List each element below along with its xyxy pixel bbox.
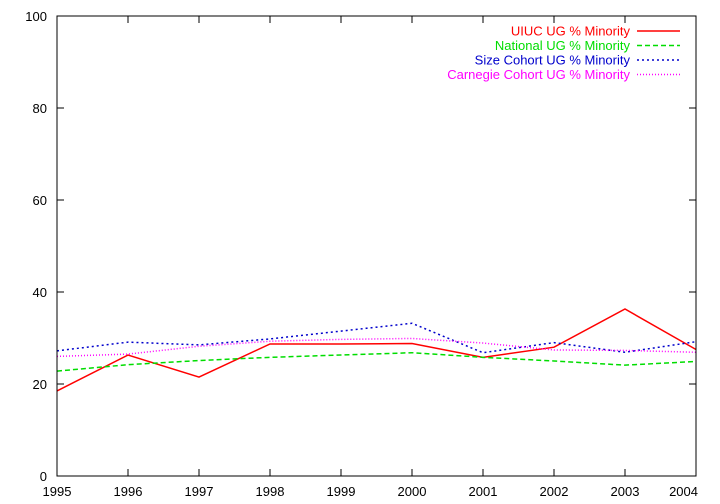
x-tick-label: 1997 [185, 484, 214, 499]
series-line-2 [56, 351, 697, 372]
series-line-3 [56, 322, 697, 354]
x-tick-label: 1996 [114, 484, 143, 499]
series-layer [56, 308, 697, 392]
x-tick-label: 2001 [469, 484, 498, 499]
x-tick-label: 2003 [611, 484, 640, 499]
x-tick-label: 2002 [540, 484, 569, 499]
series-line-1 [56, 308, 697, 392]
legend-label: Carnegie Cohort UG % Minority [447, 67, 630, 82]
axis-ticks: 1995 1996 1997 1998 1999 2000 2001 2002 2003 2004… [25, 9, 698, 499]
y-tick-label: 60 [33, 193, 47, 208]
plot-frame [56, 15, 697, 477]
y-tick-label: 100 [25, 9, 47, 24]
y-tick-label: 80 [33, 101, 47, 116]
y-tick-label: 20 [33, 377, 47, 392]
legend-label: Size Cohort UG % Minority [475, 53, 631, 68]
y-tick-label: 40 [33, 285, 47, 300]
x-tick-label: 1998 [256, 484, 285, 499]
x-tick-label: 1999 [327, 484, 356, 499]
legend-label: National UG % Minority [495, 38, 631, 53]
x-tick-label: 2000 [398, 484, 427, 499]
x-tick-label: 1995 [43, 484, 72, 499]
y-tick-label: 0 [40, 469, 47, 484]
x-tick-label: 2004 [669, 484, 698, 499]
legend-label: UIUC UG % Minority [511, 24, 631, 39]
